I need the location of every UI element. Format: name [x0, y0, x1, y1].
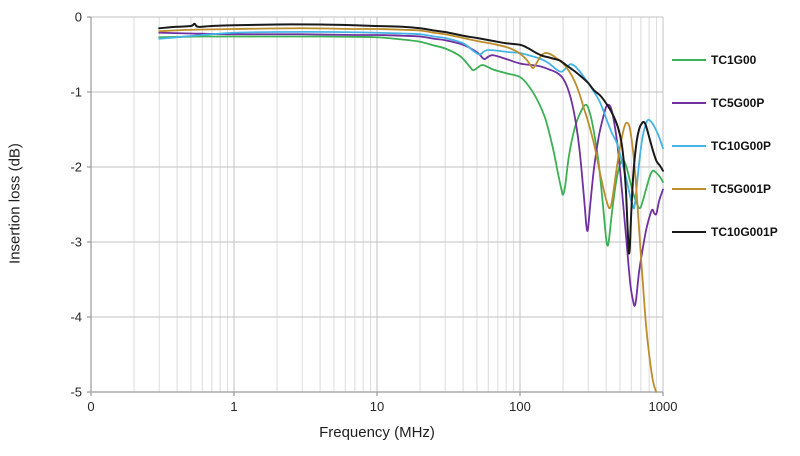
x-tick-label: 100	[509, 399, 531, 414]
legend-label: TC10G00P	[711, 139, 772, 153]
legend-swatch-icon	[672, 188, 706, 190]
legend-label: TC5G001P	[711, 182, 772, 196]
y-tick-label: -5	[70, 385, 82, 400]
legend-item-tc5g001p: TC5G001P	[672, 179, 778, 199]
legend-item-tc10g001p: TC10G001P	[672, 222, 778, 242]
legend-swatch-icon	[672, 59, 706, 61]
legend-label: TC5G00P	[711, 96, 765, 110]
legend-item-tc10g00p: TC10G00P	[672, 136, 778, 156]
series-line-tc5g00p	[158, 31, 664, 307]
x-tick-label: 1	[230, 399, 237, 414]
legend-swatch-icon	[672, 145, 706, 147]
legend-swatch-icon	[672, 231, 706, 233]
legend-label: TC10G001P	[711, 225, 778, 239]
legend-label: TC1G00	[711, 53, 757, 67]
x-tick-label: 1000	[649, 399, 678, 414]
legend-item-tc1g00: TC1G00	[672, 50, 778, 70]
x-tick-label: 0	[87, 399, 94, 414]
y-tick-label: -1	[70, 85, 82, 100]
series-line-tc10g001p	[158, 22, 664, 255]
legend: TC1G00 TC5G00P TC10G00P TC5G001P TC10G001P	[672, 50, 778, 242]
y-tick-label: 0	[75, 10, 82, 25]
x-tick-label: 10	[370, 399, 384, 414]
legend-swatch-icon	[672, 102, 706, 104]
legend-item-tc5g00p: TC5G00P	[672, 93, 778, 113]
series-line-tc5g001p	[158, 27, 658, 393]
series-line-tc1g00	[158, 35, 664, 247]
x-axis-title: Frequency (MHz)	[319, 424, 435, 441]
y-tick-label: -2	[70, 160, 82, 175]
y-tick-label: -4	[70, 310, 82, 325]
y-tick-label: -3	[70, 235, 82, 250]
